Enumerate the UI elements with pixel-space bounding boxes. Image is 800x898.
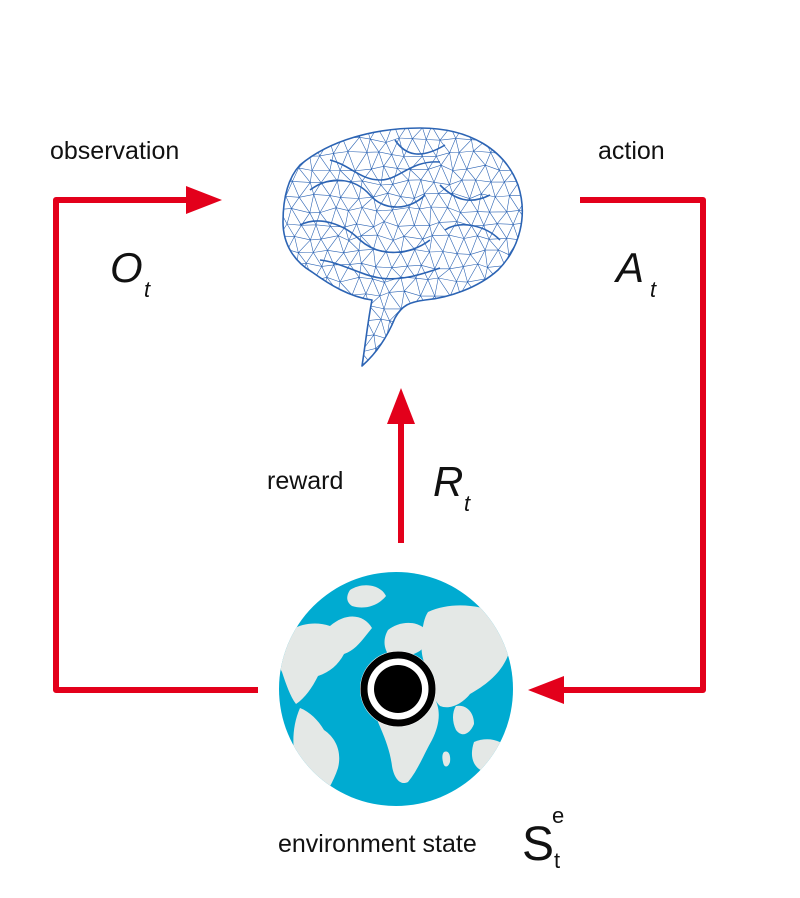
svg-text:A: A xyxy=(613,244,644,291)
svg-text:t: t xyxy=(554,848,560,873)
svg-text:t: t xyxy=(650,277,657,302)
action-arrowhead xyxy=(528,676,564,704)
reward-label: reward xyxy=(267,467,343,495)
svg-text:e: e xyxy=(552,803,564,828)
svg-text:R: R xyxy=(433,458,463,505)
action-arrow-path xyxy=(560,197,706,693)
observation-symbol: O t xyxy=(110,244,151,302)
action-symbol: A t xyxy=(613,244,657,302)
target-icon xyxy=(360,651,436,727)
brain-mesh-icon xyxy=(282,127,524,367)
svg-text:t: t xyxy=(464,491,471,516)
reward-arrowhead xyxy=(387,388,415,424)
brain-mesh-lines xyxy=(283,128,523,366)
svg-text:O: O xyxy=(110,244,143,291)
globe-icon xyxy=(279,572,513,806)
loop-arrows xyxy=(53,186,706,704)
observation-arrow-path xyxy=(53,197,258,693)
reward-symbol: R t xyxy=(433,458,471,516)
action-label: action xyxy=(598,137,665,165)
environment-state-label: environment state xyxy=(278,830,477,858)
svg-text:t: t xyxy=(144,277,151,302)
observation-label: observation xyxy=(50,137,179,165)
svg-text:S: S xyxy=(522,818,554,871)
observation-arrowhead xyxy=(186,186,222,214)
state-symbol: S e t xyxy=(522,803,564,873)
